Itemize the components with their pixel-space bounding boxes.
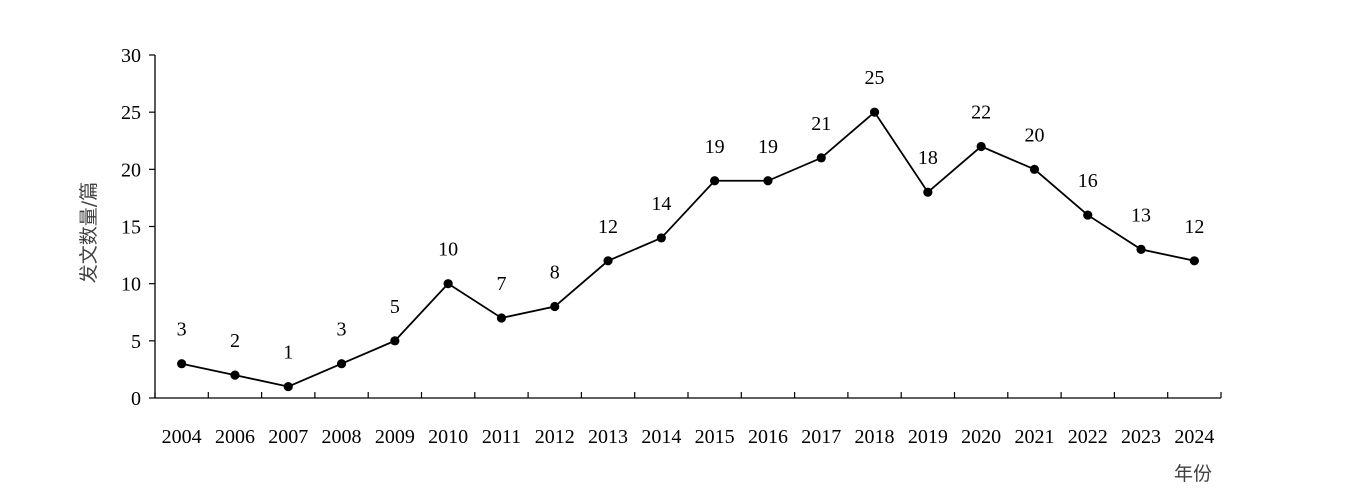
x-tick-label: 2010 (428, 426, 468, 448)
x-ticks: 2004 2006 2007 2008 2009 2010 2011 2012 2013 2014… (154, 392, 1222, 448)
data-point (976, 141, 986, 152)
data-label: 12 (598, 216, 618, 238)
x-tick-label: 2020 (961, 426, 1001, 448)
x-tick-label: 2021 (1014, 426, 1054, 448)
data-label: 18 (918, 147, 938, 169)
x-tick-label: 2014 (641, 426, 681, 448)
data-point (1189, 256, 1199, 266)
y-tick-label: 5 (131, 331, 141, 353)
y-axis-title: 发文数量/篇 (78, 182, 100, 283)
data-label: 12 (1184, 216, 1204, 238)
data-point (177, 359, 187, 369)
x-tick-label: 2017 (801, 426, 841, 448)
x-tick-label: 2013 (588, 426, 628, 448)
data-label: 19 (758, 136, 778, 158)
x-tick-label: 2006 (215, 426, 255, 448)
data-point (283, 381, 293, 392)
data-point (550, 301, 560, 312)
x-tick-label: 2004 (162, 426, 202, 448)
data-label: 2 (230, 330, 240, 352)
data-point (1083, 210, 1093, 220)
y-tick-label: 15 (121, 217, 141, 239)
x-tick-label: 2015 (695, 426, 735, 448)
data-label: 5 (390, 296, 400, 318)
data-point (496, 313, 507, 323)
data-label: 25 (865, 67, 885, 89)
data-label: 7 (496, 273, 506, 295)
data-point (1136, 244, 1146, 254)
data-label: 20 (1024, 124, 1044, 146)
data-point (763, 176, 773, 186)
data-label: 14 (651, 193, 671, 215)
data-point (1029, 164, 1040, 174)
y-ticks: 0 5 10 15 20 25 30 (121, 45, 155, 410)
series-line (181, 110, 1195, 388)
x-tick-label: 2008 (322, 426, 362, 448)
x-tick-label: 2019 (908, 426, 948, 448)
x-tick-label: 2011 (482, 426, 521, 448)
x-tick-label: 2009 (375, 426, 415, 448)
data-point (230, 370, 240, 380)
data-point (710, 176, 720, 186)
data-label: 22 (971, 101, 991, 123)
data-point (390, 336, 400, 346)
x-axis-title: 年份 (1174, 463, 1212, 485)
data-point (869, 107, 880, 117)
y-tick-label: 10 (121, 274, 141, 296)
data-label: 1 (283, 342, 293, 364)
x-tick-label: 2016 (748, 426, 788, 448)
data-point (603, 256, 613, 266)
data-label: 3 (337, 319, 347, 341)
series-layer (177, 107, 1199, 392)
x-tick-label: 2022 (1068, 426, 1108, 448)
data-label: 21 (811, 113, 831, 135)
x-tick-label: 2023 (1121, 426, 1161, 448)
x-tick-label: 2007 (268, 426, 308, 448)
axes (154, 55, 1221, 399)
x-tick-label: 2018 (855, 426, 895, 448)
y-tick-label: 30 (121, 45, 141, 67)
data-point (656, 233, 666, 243)
data-label: 16 (1078, 170, 1098, 192)
data-point (336, 359, 347, 369)
y-tick-label: 0 (131, 388, 141, 410)
x-tick-label: 2012 (535, 426, 575, 448)
x-tick-label: 2024 (1174, 426, 1214, 448)
y-tick-label: 25 (121, 102, 141, 124)
data-label: 19 (705, 136, 725, 158)
data-point (816, 153, 826, 163)
y-tick-label: 20 (121, 159, 141, 181)
data-label: 13 (1131, 204, 1151, 226)
data-label: 8 (550, 262, 560, 284)
data-label: 10 (438, 239, 458, 261)
data-point (923, 187, 933, 197)
data-point (443, 279, 453, 289)
data-label: 3 (177, 319, 187, 341)
